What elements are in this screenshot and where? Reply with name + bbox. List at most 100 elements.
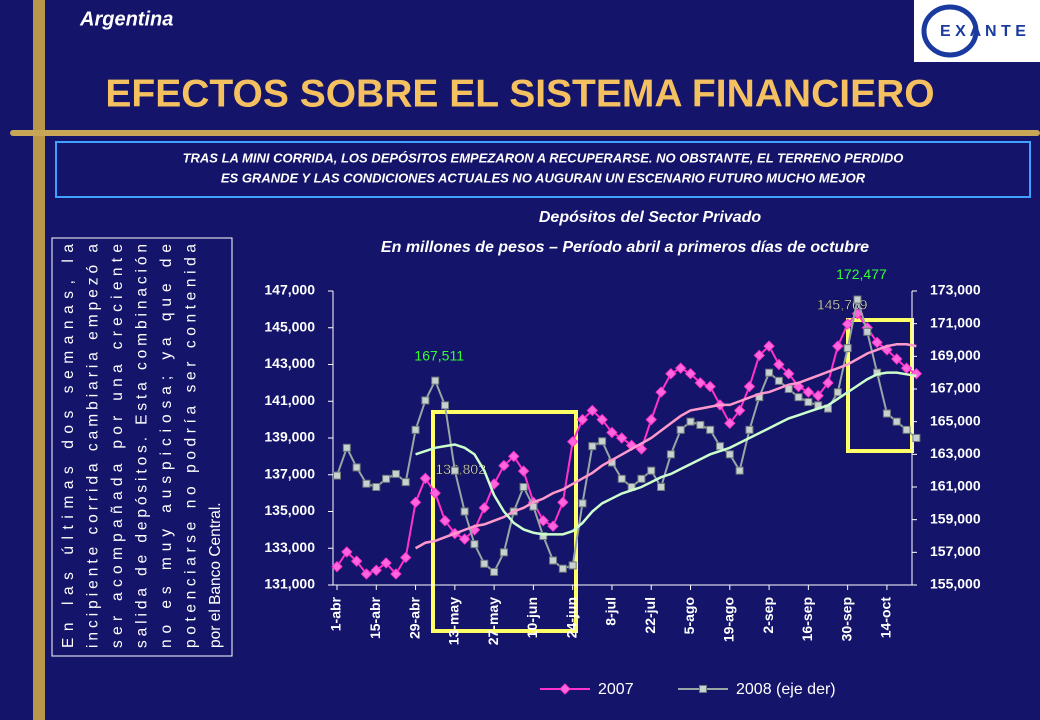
legend-label: 2007 <box>598 681 634 698</box>
point <box>832 340 844 352</box>
point <box>450 466 459 475</box>
sidebar: En las últimas dos semanas, la incipiente… <box>60 244 224 648</box>
point <box>333 471 341 480</box>
point <box>429 487 441 499</box>
point <box>352 463 361 472</box>
point <box>478 502 491 514</box>
point <box>431 376 440 385</box>
point <box>745 425 754 434</box>
point <box>519 483 528 491</box>
x-tick-label: 14-oct <box>878 597 894 639</box>
point <box>822 377 834 389</box>
point <box>676 425 685 434</box>
point <box>441 401 450 410</box>
point <box>763 340 775 352</box>
y2-tick-label: 173,000 <box>930 282 981 298</box>
y2-tick-label: 159,000 <box>930 510 981 526</box>
point <box>360 568 373 580</box>
point <box>871 336 883 349</box>
point <box>774 376 783 385</box>
point <box>892 417 901 426</box>
point <box>596 413 608 426</box>
point <box>657 483 666 491</box>
point <box>694 377 707 389</box>
legend-label: 2008 (eje der) <box>736 681 836 698</box>
point <box>686 417 695 426</box>
value-label: 172,477 <box>836 266 887 282</box>
x-tick-label: 27-may <box>485 597 501 645</box>
point <box>637 474 646 483</box>
chart-title: Depósitos del Sector Privado <box>539 209 762 226</box>
point <box>350 555 363 567</box>
point <box>773 358 785 371</box>
point <box>647 466 656 475</box>
point <box>341 546 353 558</box>
x-tick-label: 29-abr <box>406 596 422 639</box>
logo-ring <box>921 4 979 58</box>
y-tick-label: 145,000 <box>264 318 315 334</box>
point <box>586 404 599 417</box>
point <box>419 472 432 485</box>
point <box>400 551 412 564</box>
point <box>508 450 520 463</box>
sidebar-line: En las últimas dos semanas, la <box>60 244 77 648</box>
point <box>331 560 343 573</box>
point <box>480 559 489 568</box>
point <box>699 685 707 693</box>
point <box>566 435 579 448</box>
point <box>665 367 677 380</box>
point <box>725 450 734 459</box>
point <box>421 396 430 405</box>
point <box>499 548 508 557</box>
point <box>372 483 381 491</box>
point <box>912 434 921 442</box>
point <box>833 388 842 397</box>
sidebar-line: salida de depósitos. Esta combinación <box>134 244 151 648</box>
point <box>783 367 795 380</box>
y2-tick-label: 161,000 <box>930 478 981 494</box>
trend-line <box>415 371 917 536</box>
point <box>539 532 548 540</box>
point <box>645 413 657 426</box>
point <box>559 683 571 695</box>
y2-tick-label: 155,000 <box>930 576 981 592</box>
sidebar-line: por el Banco Central. <box>207 502 224 648</box>
logo: E X A N T E <box>940 23 1026 40</box>
point <box>666 450 675 459</box>
highlight-box <box>431 410 578 633</box>
point <box>802 386 815 398</box>
point <box>370 564 382 577</box>
point <box>606 426 618 439</box>
point <box>616 432 628 444</box>
point <box>588 442 597 451</box>
chart-subtitle: En millones de pesos – Período abril a p… <box>381 239 869 256</box>
point <box>411 425 420 434</box>
point <box>498 459 510 472</box>
point <box>635 443 648 455</box>
point <box>558 564 567 573</box>
y-tick-label: 133,000 <box>264 539 315 555</box>
y2-tick-label: 163,000 <box>930 445 981 461</box>
trend-line <box>414 343 917 550</box>
y-tick-label: 147,000 <box>264 282 315 298</box>
point <box>655 386 667 398</box>
point <box>812 390 824 402</box>
y2-tick-label: 171,000 <box>930 314 981 330</box>
point <box>882 409 891 418</box>
y-tick-label: 143,000 <box>264 355 315 371</box>
point <box>715 442 724 451</box>
x-tick-label: 10-jun <box>524 597 540 638</box>
point <box>853 295 862 304</box>
point <box>470 540 479 549</box>
point <box>391 469 400 478</box>
sidebar-line: no es muy auspiciosa; ya que de <box>158 244 175 648</box>
point <box>380 557 392 569</box>
y2-tick-label: 165,000 <box>930 412 981 428</box>
point <box>765 368 774 377</box>
point <box>537 514 549 527</box>
x-tick-label: 5-ago <box>681 597 697 634</box>
x-tick-label: 22-jul <box>642 597 658 634</box>
summary-box <box>55 141 1031 198</box>
